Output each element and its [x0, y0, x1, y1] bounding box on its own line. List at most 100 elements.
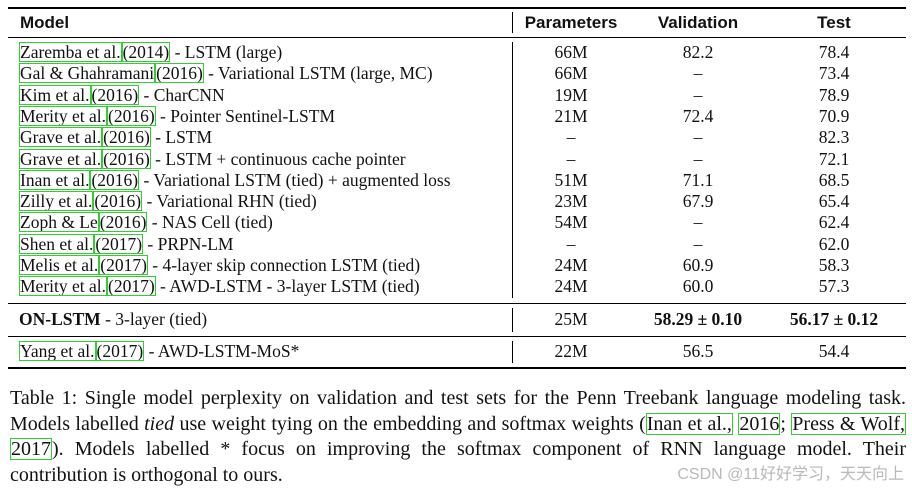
ours-bottom-rule	[8, 336, 906, 337]
model-cell: Grave et al. (2016) - LSTM + continuous c…	[19, 148, 406, 170]
model-cell: Inan et al. (2016) - Variational LSTM (ti…	[19, 169, 451, 191]
table-row: Merity et al. (2017) - AWD-LSTM - 3-layer…	[0, 276, 912, 297]
model-cell: Shen et al. (2017) - PRPN-LM	[19, 233, 233, 255]
citation-press-link[interactable]: Press & Wolf,	[791, 412, 906, 435]
model-cell: Grave et al. (2016) - LSTM	[19, 127, 212, 148]
header-model: Model	[20, 13, 70, 32]
table-row: Melis et al. (2017) - 4-layer skip connec…	[0, 255, 912, 276]
citation-author-link[interactable]: Shen et al.	[19, 233, 95, 254]
citation-press-year-link[interactable]: 2017	[10, 438, 52, 460]
citation-author-link[interactable]: Grave et al.	[19, 148, 103, 169]
citation-inan-year-link[interactable]: 2016	[738, 412, 781, 435]
params-cell: 66M	[554, 63, 588, 84]
test-cell: 65.4	[818, 191, 850, 212]
model-description: - AWD-LSTM-MoS*	[144, 341, 300, 361]
citation-author-link[interactable]: Yang et al.	[19, 341, 96, 361]
table-row: Merity et al. (2016) - Pointer Sentinel-L…	[0, 105, 912, 127]
table-caption: Table 1: Single model perplexity on vali…	[10, 387, 906, 486]
table-row: Shen et al. (2017) - PRPN-LM – – 62.0	[0, 233, 912, 255]
params-cell: 51M	[554, 169, 588, 190]
params-cell: 22M	[554, 341, 588, 361]
table-row: Zilly et al. (2016) - Variational RHN (ti…	[0, 191, 912, 212]
test-cell: 68.5	[818, 169, 850, 190]
table-row: Zoph & Le (2016) - NAS Cell (tied) 54M – 62.…	[0, 212, 912, 233]
model-cell: Gal & Ghahramani (2016) - Variational LST…	[19, 63, 433, 84]
citation-author-link[interactable]: Kim et al.	[19, 84, 91, 105]
citation-author-link[interactable]: Merity et al.	[19, 276, 108, 297]
validation-cell: 60.0	[682, 276, 714, 297]
citation-year-link[interactable]: (2016)	[93, 191, 143, 212]
model-description: - LSTM	[150, 127, 213, 148]
citation-author-link[interactable]: Melis et al.	[19, 255, 100, 275]
validation-cell: 67.9	[682, 191, 714, 212]
model-description: - CharCNN	[139, 84, 225, 105]
column-separator	[512, 12, 513, 33]
params-cell: 24M	[554, 276, 588, 297]
params-cell: –	[566, 233, 576, 254]
model-cell: Merity et al. (2016) - Pointer Sentinel-L…	[19, 105, 336, 127]
model-cell: Kim et al. (2016) - CharCNN	[19, 84, 225, 106]
citation-author-link[interactable]: Grave et al.	[19, 127, 103, 148]
ours-top-rule	[8, 303, 906, 304]
citation-year-link[interactable]: (2017)	[107, 276, 156, 297]
test-cell: 58.3	[818, 255, 850, 275]
validation-cell: –	[693, 84, 703, 105]
citation-year-link[interactable]: (2016)	[107, 105, 156, 126]
model-description: - LSTM (large)	[170, 42, 283, 62]
model-description: - 4-layer skip connection LSTM (tied)	[147, 255, 421, 275]
citation-author-link[interactable]: Inan et al.	[19, 169, 91, 190]
citation-author-link[interactable]: Zilly et al.	[19, 191, 94, 212]
ours-params: 25M	[554, 309, 588, 329]
model-description: - AWD-LSTM - 3-layer LSTM (tied)	[155, 276, 420, 297]
validation-cell: 72.4	[682, 105, 714, 126]
table-bottom-rule	[8, 367, 906, 369]
model-cell: Zaremba et al. (2014) - LSTM (large)	[19, 42, 282, 63]
header-parameters: Parameters	[524, 13, 618, 32]
citation-author-link[interactable]: Gal & Ghahramani	[19, 63, 156, 84]
test-cell: 78.4	[818, 42, 850, 62]
citation-year-link[interactable]: (2016)	[98, 212, 148, 233]
table-top-rule	[8, 7, 906, 9]
header-test: Test	[817, 13, 851, 32]
test-cell: 54.4	[818, 341, 850, 361]
citation-year-link[interactable]: (2016)	[102, 127, 151, 148]
table-row: Kim et al. (2016) - CharCNN 19M – 78.9	[0, 84, 912, 106]
citation-year-link[interactable]: (2016)	[90, 84, 140, 105]
table-row-yang: Yang et al. (2017) - AWD-LSTM-MoS* 22M 56…	[0, 341, 912, 362]
ours-model-name: ON-LSTM	[19, 309, 101, 329]
citation-year-link[interactable]: (2017)	[99, 255, 148, 275]
tied-term: tied	[144, 412, 175, 435]
csdn-watermark: CSDN @11好好学习，天天向上	[675, 460, 906, 484]
table-row: Inan et al. (2016) - Variational LSTM (ti…	[0, 169, 912, 191]
ours-model-desc: - 3-layer (tied)	[100, 309, 208, 329]
citation-year-link[interactable]: (2017)	[95, 341, 145, 361]
citation-author-link[interactable]: Merity et al.	[19, 105, 108, 126]
citation-year-link[interactable]: (2014)	[121, 42, 171, 62]
citation-year-link[interactable]: (2016)	[90, 169, 140, 190]
validation-cell: 60.9	[682, 255, 714, 275]
ours-test: 56.17 ± 0.12	[789, 309, 879, 329]
header-validation: Validation	[657, 13, 739, 32]
table-header: Model Parameters Validation Test	[0, 12, 912, 33]
citation-author-link[interactable]: Zoph & Le	[19, 212, 99, 233]
params-cell: 21M	[554, 105, 588, 126]
params-cell: 19M	[554, 84, 588, 105]
citation-year-link[interactable]: (2016)	[102, 148, 151, 169]
table-row: Grave et al. (2016) - LSTM + continuous c…	[0, 148, 912, 170]
params-cell: 24M	[554, 255, 588, 275]
validation-cell: –	[693, 233, 703, 254]
params-cell: 23M	[554, 191, 588, 212]
validation-cell: 82.2	[682, 42, 714, 62]
model-description: - Pointer Sentinel-LSTM	[155, 105, 336, 126]
model-description: - Variational RHN (tied)	[142, 191, 317, 212]
table-row: Zaremba et al. (2014) - LSTM (large) 66M 82…	[0, 42, 912, 63]
test-cell: 78.9	[818, 84, 850, 105]
model-description: - NAS Cell (tied)	[147, 212, 273, 233]
citation-inan-link[interactable]: Inan et al.,	[645, 412, 733, 435]
validation-cell: 56.5	[682, 341, 714, 361]
model-cell: Merity et al. (2017) - AWD-LSTM - 3-layer…	[19, 276, 420, 297]
citation-year-link[interactable]: (2017)	[94, 233, 144, 254]
citation-year-link[interactable]: (2016)	[155, 63, 204, 84]
citation-author-link[interactable]: Zaremba et al.	[19, 42, 122, 62]
